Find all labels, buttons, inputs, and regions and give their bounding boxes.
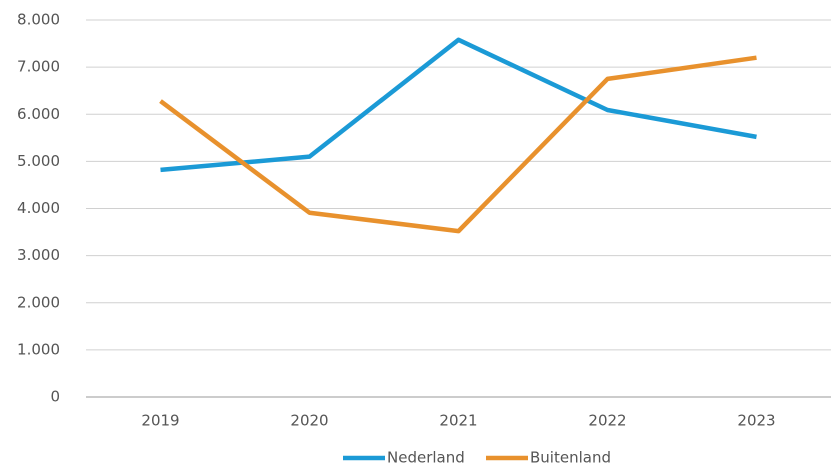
y-tick-label: 6.000	[17, 105, 60, 123]
x-tick-label: 2019	[141, 412, 179, 430]
y-tick-label: 8.000	[17, 11, 60, 29]
y-tick-label: 2.000	[17, 293, 60, 311]
x-tick-label: 2022	[588, 412, 626, 430]
x-tick-label: 2020	[290, 412, 328, 430]
y-tick-label: 1.000	[17, 340, 60, 358]
legend-label: Nederland	[387, 449, 465, 467]
series-line	[160, 37, 757, 173]
x-tick-label: 2023	[737, 412, 775, 430]
y-tick-label: 0	[50, 388, 60, 406]
series-line	[159, 55, 757, 234]
y-tick-label: 7.000	[17, 58, 60, 76]
y-tick-label: 5.000	[17, 152, 60, 170]
y-tick-label: 3.000	[17, 246, 60, 264]
legend-label: Buitenland	[530, 449, 611, 467]
y-tick-label: 4.000	[17, 199, 60, 217]
x-tick-label: 2021	[439, 412, 477, 430]
